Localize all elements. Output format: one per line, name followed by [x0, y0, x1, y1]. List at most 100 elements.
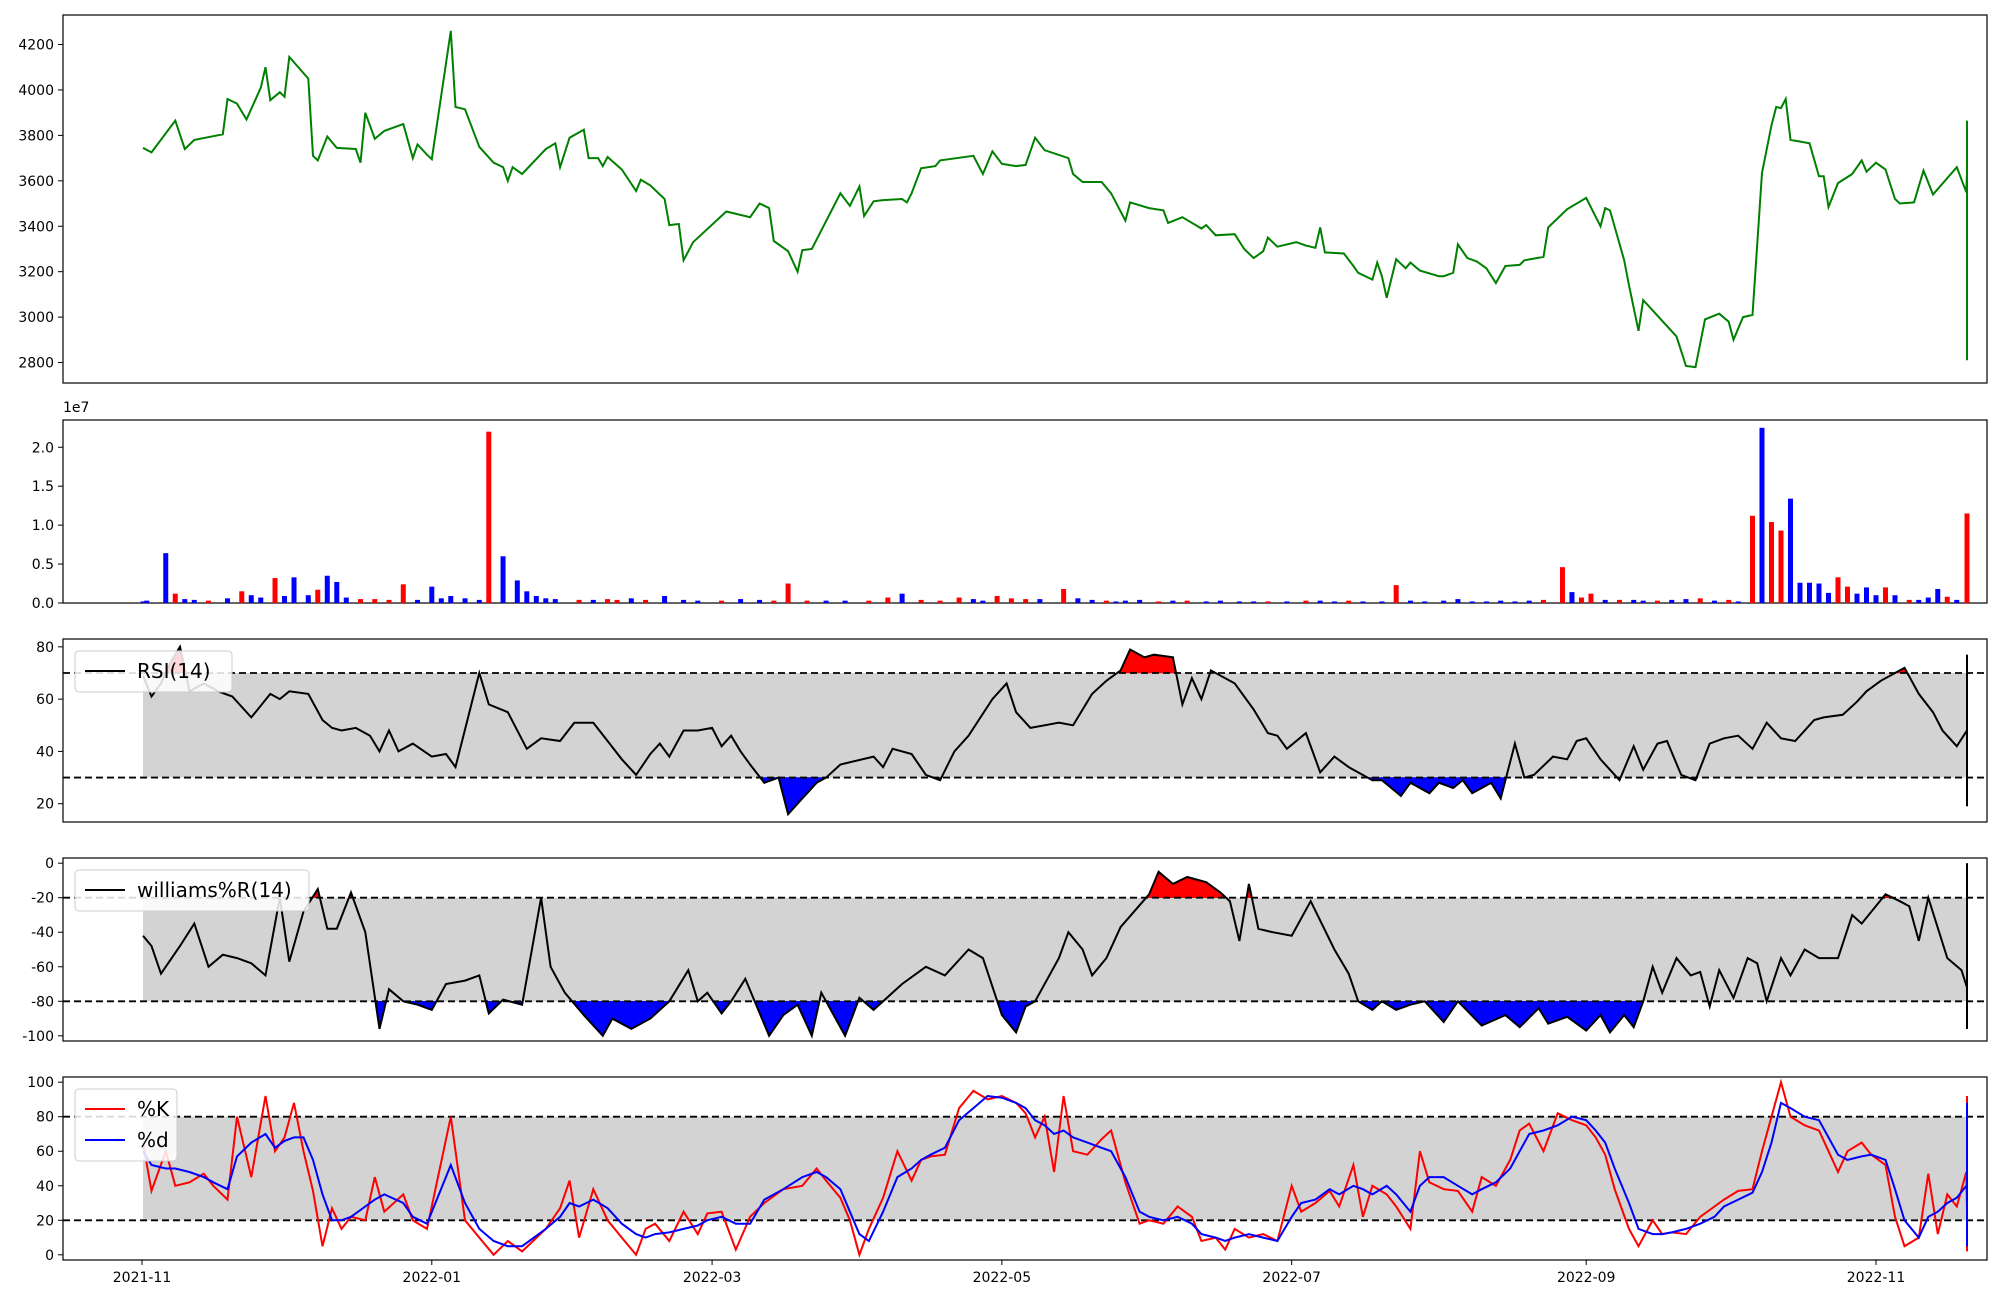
- stochastic-ytick-label: 60: [36, 1144, 54, 1160]
- volume-bar: [400, 584, 406, 603]
- volume-bar: [1954, 599, 1960, 603]
- williams-ytick-label: -20: [31, 891, 54, 907]
- volume-bar: [866, 600, 872, 603]
- volume-bar: [1806, 582, 1812, 603]
- stochastic-axes: [62, 1076, 1988, 1261]
- stochastic-d-line: [142, 1094, 1968, 1248]
- volume-bar: [1863, 587, 1869, 603]
- volume-bar: [1935, 588, 1941, 603]
- volume-bar: [1184, 600, 1190, 603]
- williams-band: [143, 897, 1967, 1002]
- volume-bar: [239, 591, 245, 603]
- rsi-oversold-fill: [787, 777, 803, 815]
- williams-oversold-fill: [1585, 1000, 1601, 1032]
- williams-ytick-label: -100: [22, 1029, 54, 1045]
- volume-bar: [643, 599, 649, 603]
- price-ytick-label: 4200: [18, 38, 54, 54]
- volume-bar: [899, 593, 905, 603]
- x-tick-label: 2022-03: [683, 1270, 742, 1286]
- volume-bar: [225, 598, 231, 603]
- volume-bar: [804, 600, 810, 603]
- williams-overbought-fill: [1158, 871, 1174, 899]
- volume-bar: [182, 599, 188, 603]
- volume-bar: [1787, 498, 1793, 603]
- rsi-ytick-label: 20: [36, 797, 54, 813]
- volume-bar: [590, 599, 596, 603]
- volume-bar: [172, 593, 178, 603]
- volume-bar: [486, 431, 492, 603]
- volume-bar: [1778, 530, 1784, 603]
- volume-ytick-label: 1.5: [32, 479, 54, 495]
- volume-bar: [1711, 600, 1717, 603]
- volume-bar: [1498, 600, 1504, 603]
- stochastic-legend-label: %d: [137, 1128, 169, 1152]
- x-tick-label: 2022-07: [1262, 1270, 1321, 1286]
- volume-bar: [1640, 600, 1646, 603]
- price-ytick-label: 4000: [18, 83, 54, 99]
- volume-bar: [738, 599, 744, 603]
- volume-bar: [785, 583, 791, 603]
- volume-axes: [62, 419, 1988, 604]
- volume-bar: [1588, 593, 1594, 603]
- volume-bar: [163, 553, 169, 603]
- volume-bar: [605, 599, 611, 603]
- stochastic-ytick-label: 20: [36, 1213, 54, 1229]
- rsi-legend: [74, 650, 233, 693]
- volume-bar: [206, 600, 212, 603]
- volume-bar: [970, 599, 976, 603]
- volume-bar: [1825, 592, 1831, 603]
- volume-bar: [1892, 595, 1898, 603]
- volume-bar: [956, 597, 962, 603]
- volume-bar: [415, 599, 421, 603]
- volume-bar: [1854, 593, 1860, 603]
- volume-bar: [1883, 587, 1889, 603]
- volume-bar: [282, 595, 288, 603]
- volume-bar: [937, 600, 943, 603]
- volume-bar: [500, 556, 506, 603]
- stochastic-ytick-label: 100: [27, 1075, 54, 1091]
- volume-bar: [885, 597, 891, 603]
- volume-bar: [1526, 600, 1532, 603]
- price-line: [142, 30, 1968, 369]
- volume-bar: [1037, 599, 1043, 603]
- volume-bar: [1631, 599, 1637, 603]
- price-ytick-label: 3400: [18, 219, 54, 235]
- volume-bar: [1251, 601, 1257, 603]
- volume-bar: [757, 599, 763, 603]
- price-axes: [62, 14, 1988, 384]
- volume-bar: [1236, 601, 1242, 603]
- volume-bar: [994, 595, 1000, 603]
- volume-bar: [191, 599, 197, 603]
- volume-bar: [1569, 592, 1575, 603]
- volume-bar: [842, 600, 848, 603]
- volume-bar: [1360, 601, 1366, 603]
- volume-bar: [1469, 601, 1475, 603]
- volume-bar: [1964, 552, 1970, 603]
- price-ytick-label: 3600: [18, 174, 54, 190]
- volume-bar: [1669, 599, 1675, 603]
- volume-bar: [386, 599, 392, 603]
- volume-bar: [1393, 585, 1399, 603]
- volume-bar: [140, 601, 146, 603]
- price-ytick-label: 3200: [18, 265, 54, 281]
- volume-bar: [1156, 601, 1162, 603]
- williams-oversold-fill: [602, 1000, 613, 1036]
- volume-bar: [324, 575, 330, 603]
- volume-bar: [438, 598, 444, 603]
- volume-bar: [1422, 601, 1428, 603]
- volume-bar: [1616, 599, 1622, 603]
- volume-bar: [1873, 595, 1879, 603]
- volume-bar: [291, 577, 297, 603]
- volume-bar: [1654, 600, 1660, 603]
- volume-bar: [144, 600, 150, 603]
- volume-bar: [1735, 601, 1741, 603]
- williams-oversold-fill: [835, 1000, 846, 1036]
- volume-ytick-label: 1.0: [32, 518, 54, 534]
- volume-bar: [719, 600, 725, 603]
- volume-bar: [1303, 600, 1309, 603]
- volume-bar: [980, 600, 986, 603]
- williams-axes: [62, 857, 1988, 1042]
- williams-legend-label: williams%R(14): [137, 878, 292, 902]
- volume-bar: [514, 580, 520, 603]
- price-ytick-label: 3800: [18, 128, 54, 144]
